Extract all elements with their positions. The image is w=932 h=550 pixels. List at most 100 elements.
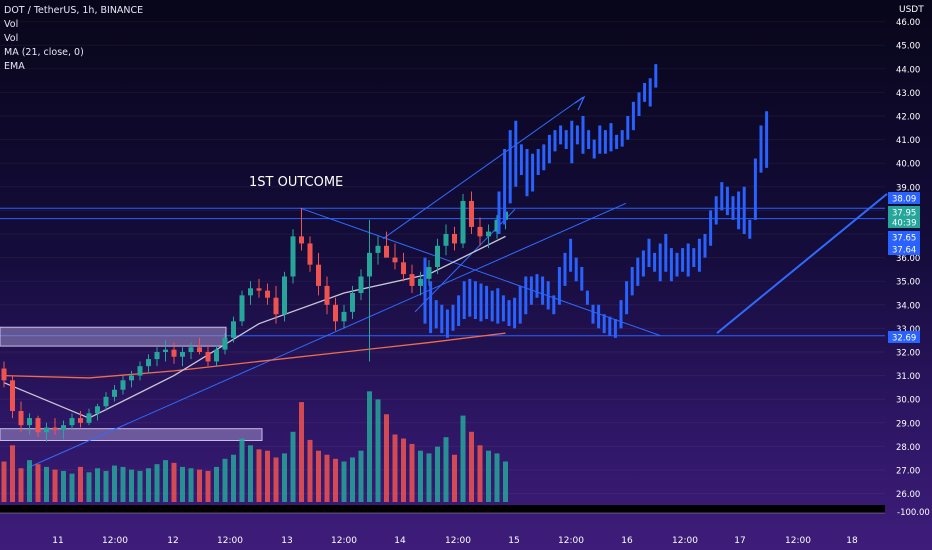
volume-bar: [290, 431, 296, 502]
time-tick-label: 12:00: [331, 536, 357, 546]
legend-volume-2[interactable]: Vol: [4, 33, 19, 44]
volume-bar: [503, 461, 508, 502]
candle-body: [180, 352, 185, 357]
candle-body: [494, 219, 500, 232]
volume-bar: [265, 450, 270, 502]
chart-legend: DOT / TetherUS, 1h, BINANCE Vol Vol MA (…: [4, 4, 143, 74]
volume-bar: [78, 466, 83, 502]
price-tick-label: 46.00: [896, 18, 920, 28]
price-tick-label: 33.00: [896, 325, 920, 335]
volume-bar: [375, 399, 381, 502]
time-tick-label: 14: [394, 536, 406, 546]
resistance-zone: [0, 326, 227, 347]
volume-bar: [69, 473, 75, 502]
price-tag-label: 37.95: [892, 209, 916, 219]
time-tick-label: 12:00: [217, 536, 243, 546]
candle-body: [367, 252, 372, 277]
candle-body: [375, 245, 381, 253]
time-tick-label: 12:00: [558, 536, 584, 546]
candle-body: [443, 234, 449, 246]
candle-body: [409, 274, 415, 286]
candle-body: [95, 406, 100, 414]
volume-bar: [435, 446, 440, 502]
ema-line: [3, 332, 506, 379]
candle-body: [384, 245, 389, 258]
projection-trendline: [716, 193, 888, 334]
candle-body: [120, 380, 126, 390]
candle-body: [256, 288, 262, 291]
candle-body: [103, 396, 109, 407]
volume-bar: [214, 466, 219, 502]
price-tick-label: 41.00: [896, 136, 920, 146]
price-tick-label: 31.00: [896, 372, 920, 382]
price-tag-label: 40:39: [892, 219, 917, 229]
candle-body: [78, 418, 83, 423]
volume-bar: [120, 466, 126, 502]
price-tag-box: [888, 243, 920, 255]
price-tag-label: 38.09: [892, 195, 916, 205]
volume-bar: [197, 469, 202, 502]
volume-bar: [52, 469, 58, 502]
price-axis[interactable]: 46.00 45.00 44.00 43.00 42.00 41.00 40.00 39.00…: [896, 18, 920, 500]
volume-bar: [282, 453, 287, 502]
candle-body: [435, 245, 440, 268]
candle-body: [341, 311, 347, 322]
candle-body: [44, 427, 49, 433]
time-tick-label: 18: [846, 536, 858, 546]
candle-body: [197, 347, 202, 352]
volume-bar: [35, 464, 41, 502]
volume-bar: [154, 464, 160, 502]
time-axis[interactable]: 11 12:00 12 12:00 13 12:00 14 12:00 15 12:00 16 12:…: [52, 536, 858, 546]
trend-drawings: [0, 95, 888, 469]
price-tick-label: 43.00: [896, 89, 920, 99]
price-tag-label: 37.65: [892, 234, 916, 244]
time-tick-label: 13: [281, 536, 292, 546]
volume-bar: [409, 443, 415, 502]
candle-body: [307, 243, 313, 265]
candle-body: [273, 297, 279, 315]
time-tick-label: 11: [52, 536, 63, 546]
arrow-head: [574, 95, 586, 111]
volume-bar: [367, 391, 372, 502]
volume-bar: [95, 468, 100, 502]
candle-body: [477, 226, 483, 237]
price-tag-label: 32.69: [892, 334, 916, 344]
time-tick-label: 12:00: [672, 536, 698, 546]
volume-bar: [256, 449, 262, 502]
candle-body: [401, 262, 406, 275]
legend-ma[interactable]: MA (21, close, 0): [4, 47, 84, 58]
time-tick-label: 12:00: [785, 536, 811, 546]
candle-body: [460, 200, 466, 244]
volume-bar: [239, 438, 245, 502]
upper-forecast-bars: [497, 64, 658, 234]
candle-body: [35, 418, 41, 433]
time-tick-label: 12: [167, 536, 178, 546]
price-tick-label: 36.00: [896, 254, 920, 264]
candle-body: [154, 352, 160, 360]
price-tick-label: 34.00: [896, 301, 920, 311]
volume-bar: [129, 469, 134, 502]
price-tick-label: 30.00: [896, 396, 920, 406]
volume-bar: [137, 470, 143, 502]
lower-forecast-bars: [423, 111, 769, 338]
price-tick-label: 39.00: [896, 183, 920, 193]
legend-ema[interactable]: EMA: [4, 61, 25, 72]
legend-volume-1[interactable]: Vol: [4, 19, 19, 30]
volume-bar: [180, 466, 185, 502]
outcome-annotation: 1ST OUTCOME: [249, 175, 343, 190]
candle-body: [282, 276, 287, 315]
candle-body: [333, 304, 338, 322]
legend-symbol[interactable]: DOT / TetherUS, 1h, BINANCE: [4, 5, 144, 16]
annotation-layer: 1ST OUTCOME: [249, 175, 343, 190]
volume-bar: [358, 450, 364, 502]
volume-bar: [452, 454, 457, 502]
candle-body: [171, 349, 177, 357]
candle-body: [129, 375, 134, 381]
volume-bar: [350, 457, 355, 502]
price-tag-box: [888, 216, 920, 228]
volume-bar: [222, 458, 228, 502]
candle-body: [290, 236, 296, 277]
volume-bar: [426, 453, 432, 502]
